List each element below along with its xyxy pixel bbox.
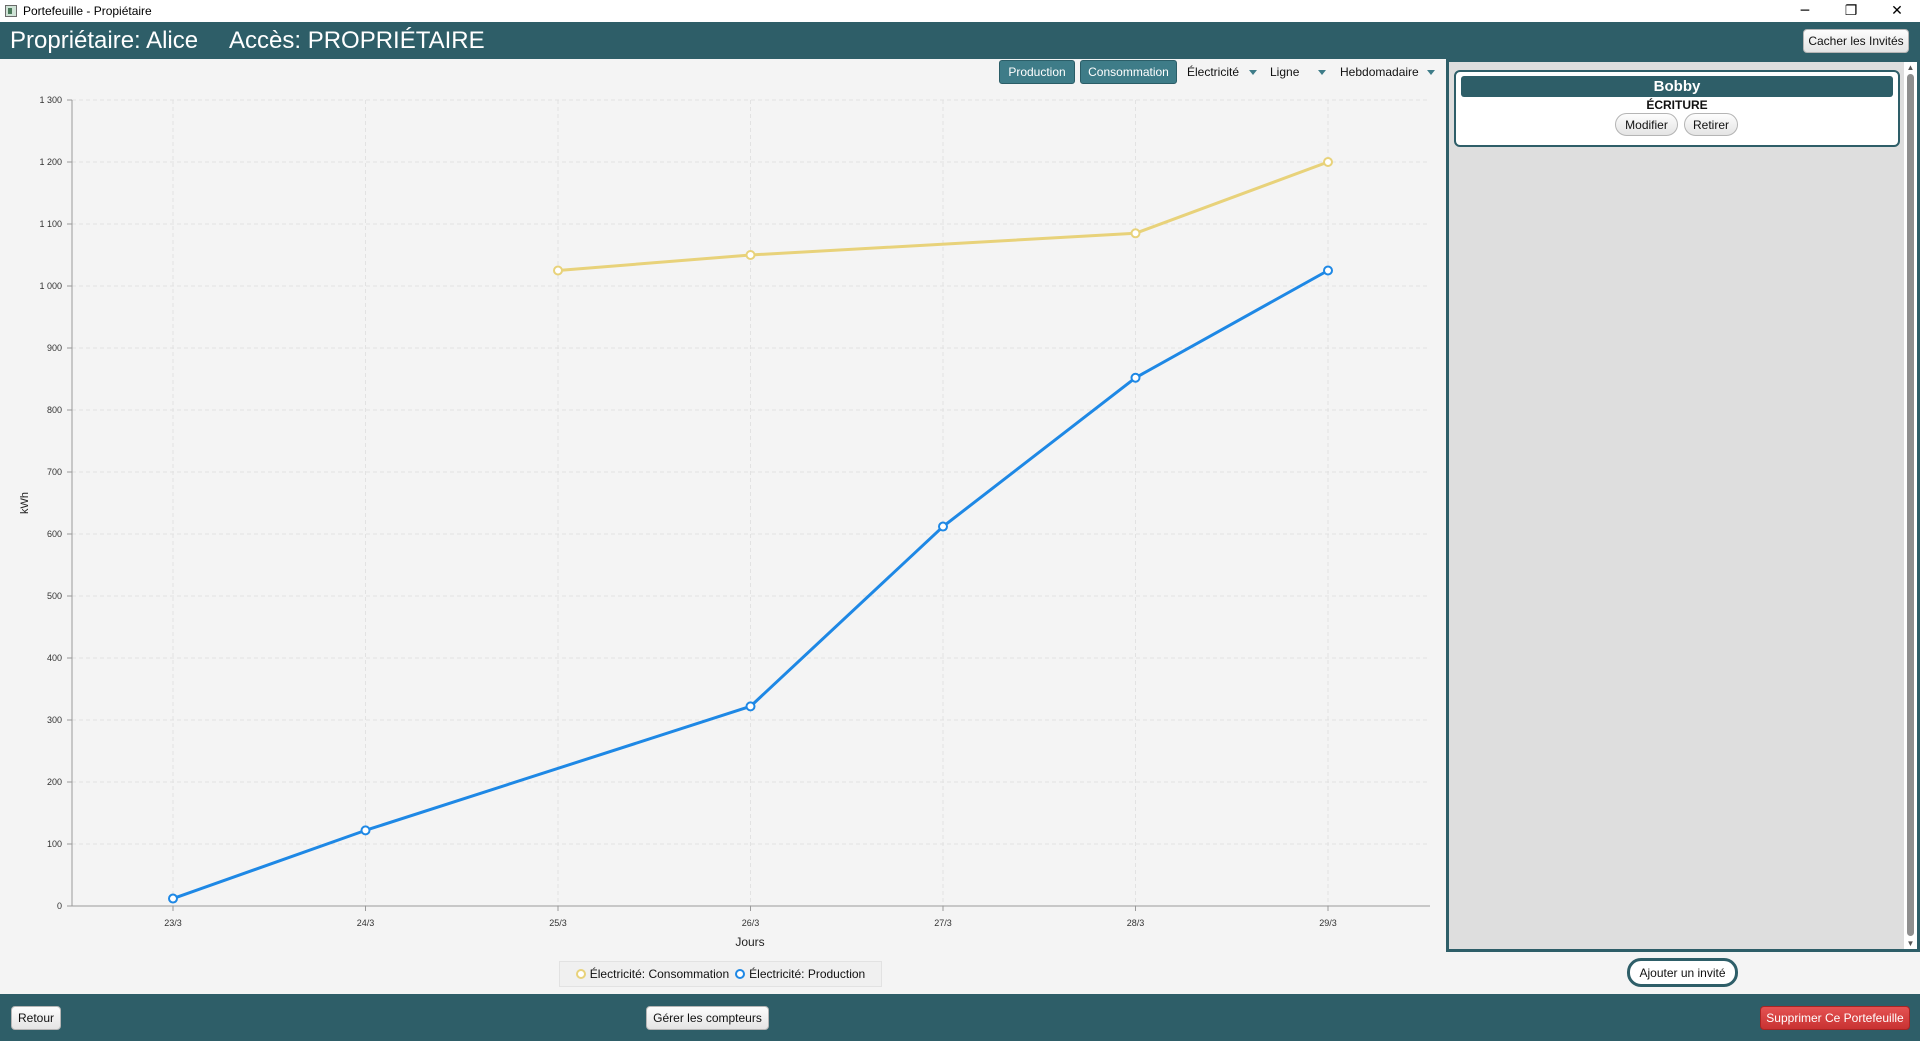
guest-list-scrollbar[interactable]: ▲ ▼ (1904, 62, 1917, 949)
series-line-consumption (557, 160, 1329, 272)
remove-guest-button[interactable]: Retirer (1684, 113, 1738, 136)
minimize-icon[interactable]: ─ (1800, 3, 1810, 19)
edit-guest-button[interactable]: Modifier (1615, 113, 1678, 136)
x-tick-label: 27/3 (934, 918, 952, 928)
data-point (168, 893, 178, 904)
legend-item-production: Électricité: Production (735, 967, 865, 981)
y-tick-label: 500 (47, 591, 62, 601)
y-tick-label: 100 (47, 839, 62, 849)
chart-legend: Électricité: Consommation Électricité: P… (559, 961, 882, 987)
y-tick-label: 700 (47, 467, 62, 477)
chart-type-select[interactable]: Ligne (1270, 60, 1327, 84)
y-axis-label: kWh (19, 492, 31, 514)
owner-label: Propriétaire: Alice (10, 27, 199, 54)
y-tick-label: 1 200 (39, 157, 62, 167)
delete-portfolio-button[interactable]: Supprimer Ce Portefeuille (1760, 1006, 1910, 1030)
legend-item-consumption: Électricité: Consommation (575, 967, 730, 981)
y-tick-label: 0 (57, 901, 62, 911)
chevron-down-icon (1249, 69, 1258, 75)
x-tick-label: 26/3 (742, 918, 760, 928)
y-tick-label: 1 100 (39, 219, 62, 229)
data-point (745, 250, 756, 260)
window-controls: ─ ❐ ✕ (1782, 0, 1920, 22)
window-title: Portefeuille - Propiétaire (23, 4, 152, 18)
series-line-production (172, 269, 1329, 900)
x-tick-label: 23/3 (164, 918, 182, 928)
data-point (360, 825, 371, 836)
footer-bar: Retour Gérer les compteurs Supprimer Ce … (0, 994, 1920, 1041)
data-point (745, 701, 756, 712)
window-titlebar: Portefeuille - Propiétaire ─ ❐ ✕ (0, 0, 1920, 22)
y-tick-label: 1 300 (39, 95, 62, 105)
energy-select[interactable]: Électricité (1187, 60, 1258, 84)
period-select-value: Hebdomadaire (1340, 65, 1419, 79)
scrollbar-thumb[interactable] (1907, 74, 1914, 936)
y-tick-label: 400 (47, 653, 62, 663)
access-label: Accès: PROPRIÉTAIRE (229, 27, 485, 54)
manage-meters-button[interactable]: Gérer les compteurs (646, 1006, 769, 1030)
y-tick-label: 600 (47, 529, 62, 539)
data-point (1323, 157, 1333, 167)
data-point (553, 265, 563, 276)
consumption-toggle[interactable]: Consommation (1080, 60, 1177, 84)
x-tick-label: 29/3 (1319, 918, 1337, 928)
y-tick-label: 200 (47, 777, 62, 787)
data-point (1323, 265, 1333, 276)
y-tick-label: 1 000 (39, 281, 62, 291)
close-icon[interactable]: ✕ (1891, 3, 1903, 19)
scroll-down-icon[interactable]: ▼ (1906, 939, 1915, 948)
add-guest-button[interactable]: Ajouter un invité (1627, 958, 1738, 987)
chevron-down-icon (1426, 69, 1435, 75)
y-tick-label: 900 (47, 343, 62, 353)
x-tick-label: 24/3 (357, 918, 375, 928)
data-point (1130, 228, 1141, 239)
app-icon (5, 5, 17, 17)
data-point (1130, 372, 1141, 383)
guest-card: Bobby ÉCRITURE Modifier Retirer (1454, 70, 1900, 147)
consumption-marker-icon (575, 969, 586, 979)
chart-area: 0 100 200 300 400 500 600 700 800 900 1 000 1 100 1 … (0, 59, 1447, 994)
legend-label: Électricité: Production (749, 967, 866, 981)
back-button[interactable]: Retour (11, 1006, 61, 1030)
y-tick-label: 300 (47, 715, 62, 725)
portfolio-header: Propriétaire: Alice Accès: PROPRIÉTAIRE … (0, 22, 1920, 59)
guest-role: ÉCRITURE (1646, 98, 1708, 112)
data-point (938, 521, 948, 532)
guest-list: Bobby ÉCRITURE Modifier Retirer (1449, 62, 1904, 949)
chevron-down-icon (1318, 69, 1327, 75)
restore-icon[interactable]: ❐ (1844, 3, 1858, 19)
x-tick-label: 25/3 (549, 918, 567, 928)
x-tick-label: 28/3 (1127, 918, 1145, 928)
legend-label: Électricité: Consommation (589, 967, 730, 981)
x-axis-label: Jours (735, 935, 764, 949)
scroll-up-icon[interactable]: ▲ (1906, 63, 1915, 72)
energy-select-value: Électricité (1187, 65, 1240, 79)
period-select[interactable]: Hebdomadaire (1340, 60, 1435, 84)
line-chart: 0 100 200 300 400 500 600 700 800 900 1 000 1 100 1 … (19, 95, 1430, 949)
guest-panel: Bobby ÉCRITURE Modifier Retirer ▲ ▼ (1446, 59, 1920, 952)
hide-guests-button[interactable]: Cacher les Invités (1803, 29, 1909, 53)
guest-name: Bobby (1461, 76, 1893, 97)
production-toggle[interactable]: Production (999, 60, 1075, 84)
production-marker-icon (735, 969, 746, 979)
y-tick-label: 800 (47, 405, 62, 415)
chart-type-value: Ligne (1270, 65, 1300, 79)
